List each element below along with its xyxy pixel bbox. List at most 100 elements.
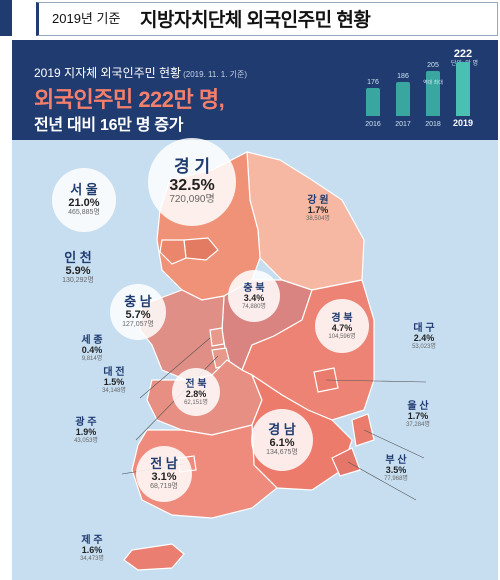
region-sejong [209,327,225,347]
region-percent: 5.7% [125,309,151,322]
bar-2019 [456,62,470,116]
region-percent: 3.5% [385,465,407,475]
region-percent: 1.6% [81,545,103,555]
region-name: 전 남 [150,456,178,471]
infographic: 2019 지자체 외국인주민 현황 (2019. 11. 1. 기준) 외국인주민… [12,40,498,580]
label-daejeon: 대 전 1.5% 34,148명 [69,367,159,394]
region-count: 134,675명 [266,449,298,457]
title-frame [36,2,498,36]
label-sejong: 세 종 0.4% 9,814명 [47,335,137,362]
subtitle-text: 2019 지자체 외국인주민 현황 [34,66,182,80]
bar-label-2016: 2016 [365,121,381,128]
region-percent: 1.7% [307,205,329,215]
region-count: 77,968명 [384,475,408,482]
label-gyeongbuk: 경 북 4.7% 104,596명 [297,313,387,340]
region-name: 울 산 [407,401,429,412]
region-name: 대 구 [413,323,435,334]
region-percent: 3.4% [243,293,265,303]
bar-value-2019: 222 [453,48,473,60]
infographic-header: 2019 지자체 외국인주민 현황 (2019. 11. 1. 기준) 외국인주민… [12,40,498,140]
region-percent: 32.5% [169,176,215,194]
label-chungbuk: 충 북 3.4% 74,880명 [209,283,299,310]
region-percent: 1.5% [103,377,125,387]
bar-2018 [426,71,440,116]
bar-value-2016: 176 [367,78,379,86]
label-gangwon: 강 원 1.7% 38,504명 [273,195,363,222]
region-count: 38,504명 [306,215,330,222]
region-count: 62,151명 [184,399,208,406]
bubble-gyeongbuk [315,299,369,353]
bubble-jeonbuk [172,368,220,416]
region-percent: 5.9% [65,265,91,278]
region-count: 37,284명 [406,421,430,428]
region-name: 경 기 [173,157,210,176]
label-daegu: 대 구 2.4% 53,023명 [379,323,469,350]
region-name: 충 남 [124,294,152,309]
bubble-chungbuk [228,270,280,322]
title-bar: 2019년 기준 지방자치단체 외국인주민 현황 [0,0,500,36]
region-count: 43,053명 [74,437,98,444]
region-count: 130,292명 [62,277,94,285]
bar-label-2018: 2018 [425,121,441,128]
region-count: 34,148명 [102,387,126,394]
subheadline: 전년 대비 16만 명 증가 [34,117,184,134]
bubble-gyeonggi [148,138,236,226]
region-busan [331,447,361,477]
label-gyeongnam: 경 남 6.1% 134,675명 [237,422,327,457]
label-seoul: 서 울 21.0% 465,885명 [39,182,129,217]
label-jeju: 제 주 1.6% 34,473명 [47,535,137,562]
region-name: 충 북 [243,283,265,294]
bar-2017 [396,82,410,116]
region-percent: 4.7% [331,323,353,333]
region-percent: 2.8% [185,389,207,399]
region-count: 104,596명 [328,333,356,340]
label-busan: 부 산 3.5% 77,968명 [351,455,441,482]
region-percent: 21.0% [68,197,100,210]
region-name: 서 울 [70,182,98,197]
region-name: 전 북 [185,379,207,390]
region-count: 9,814명 [81,355,103,362]
bubble-jeonnam [136,446,192,502]
label-gyeonggi: 경 기 32.5% 720,090명 [147,157,237,206]
year-label: 2019년 기준 [52,11,121,26]
headline: 외국인주민 222만 명, [34,87,225,112]
region-percent: 2.4% [413,333,435,343]
bubble-seoul [52,168,116,232]
bar-label-2019: 2019 [452,118,474,128]
bar-value-2017: 186 [397,73,409,80]
page-title: 지방자치단체 외국인주민 현황 [140,10,371,31]
region-name: 강 원 [307,195,329,206]
region-incheon [159,239,187,265]
region-count: 74,880명 [242,303,266,310]
region-percent: 1.9% [75,427,97,437]
region-name: 부 산 [385,455,407,466]
label-gwangju: 광 주 1.9% 43,053명 [41,417,131,444]
header-subtitle: 2019 지자체 외국인주민 현황 (2019. 11. 1. 기준) [34,64,247,81]
region-percent: 3.1% [151,471,177,484]
region-percent: 0.4% [81,345,103,355]
region-count: 465,885명 [68,209,100,217]
bubble-chungnam [110,284,166,340]
region-percent: 1.7% [407,411,429,421]
bar-value-2018: 205 [427,62,439,70]
bubble-gyeongnam [251,409,313,471]
region-jeju [123,543,185,571]
bar-2016 [366,87,380,116]
label-ulsan: 울 산 1.7% 37,284명 [373,401,463,428]
title-bar-accent [0,0,12,36]
region-count: 34,473명 [80,555,104,562]
region-name: 대 전 [103,367,125,378]
record-note: 역대 최대 [423,80,443,86]
region-name: 경 남 [268,422,296,437]
region-name: 세 종 [81,335,103,346]
region-count: 53,023명 [412,343,436,350]
region-count: 720,090명 [169,194,215,206]
subtitle-date: (2019. 11. 1. 기준) [183,70,248,79]
region-name: 광 주 [75,417,97,428]
region-percent: 6.1% [269,437,295,450]
label-chungnam: 충 남 5.7% 127,057명 [93,294,183,329]
region-ulsan [351,413,375,447]
label-incheon: 인 천 5.9% 130,292명 [33,250,123,285]
label-jeonnam: 전 남 3.1% 68,719명 [119,456,209,491]
